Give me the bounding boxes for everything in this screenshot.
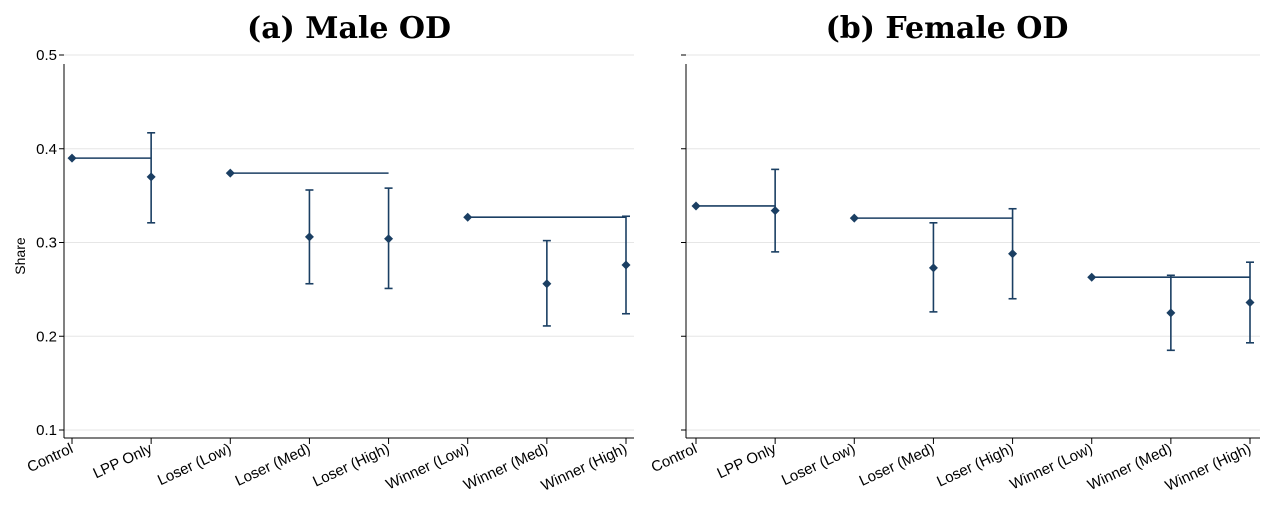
y-tick-label: 0.3 [36,235,57,252]
y-tick-label: 0.5 [36,47,57,64]
data-point [542,279,552,289]
data-point [146,172,156,182]
y-tick-label: 0.4 [36,141,57,158]
x-tick-label: Winner (Med) [1085,440,1175,494]
x-tick-label: Winner (High) [1163,440,1254,495]
x-tick-label: Winner (Low) [1007,440,1095,493]
data-point [849,213,859,223]
x-tick-label: Loser (Med) [233,440,313,490]
data-point [1008,249,1018,259]
panel-male-od: (a) Male OD 0.1 0.2 0.3 0.4 0.5 Share Control LP… [12,11,634,495]
x-tick-label: Winner (High) [539,440,630,495]
data-point [1087,272,1097,282]
data-point [1166,308,1176,318]
panel-title: (b) Female OD [826,11,1069,46]
data-point [1245,298,1255,307]
x-tick-label: LPP Only [90,440,155,482]
panel-title: (a) Male OD [247,11,451,46]
data-point [304,232,314,242]
x-tick-label: Winner (Med) [461,440,551,494]
y-axis-title: Share [12,237,28,275]
x-tick-label: LPP Only [714,440,779,482]
data-point [225,168,235,178]
x-tick-label: Loser (High) [310,440,392,490]
data-point [463,212,473,222]
x-tick-label: Control [649,440,700,476]
x-tick-label: Winner (Low) [383,440,471,493]
data-point [384,234,394,244]
x-tick-label: Loser (Low) [779,440,858,489]
y-tick-label: 0.2 [36,328,57,345]
data-point [621,260,631,270]
x-tick-label: Loser (High) [934,440,1016,490]
y-tick-label: 0.1 [36,422,57,439]
data-point [691,201,701,211]
x-tick-label: Loser (Med) [857,440,937,490]
data-point [67,153,77,163]
x-tick-label: Control [25,440,76,476]
data-point [928,263,938,273]
data-point [770,206,780,216]
x-tick-label: Loser (Low) [155,440,234,489]
